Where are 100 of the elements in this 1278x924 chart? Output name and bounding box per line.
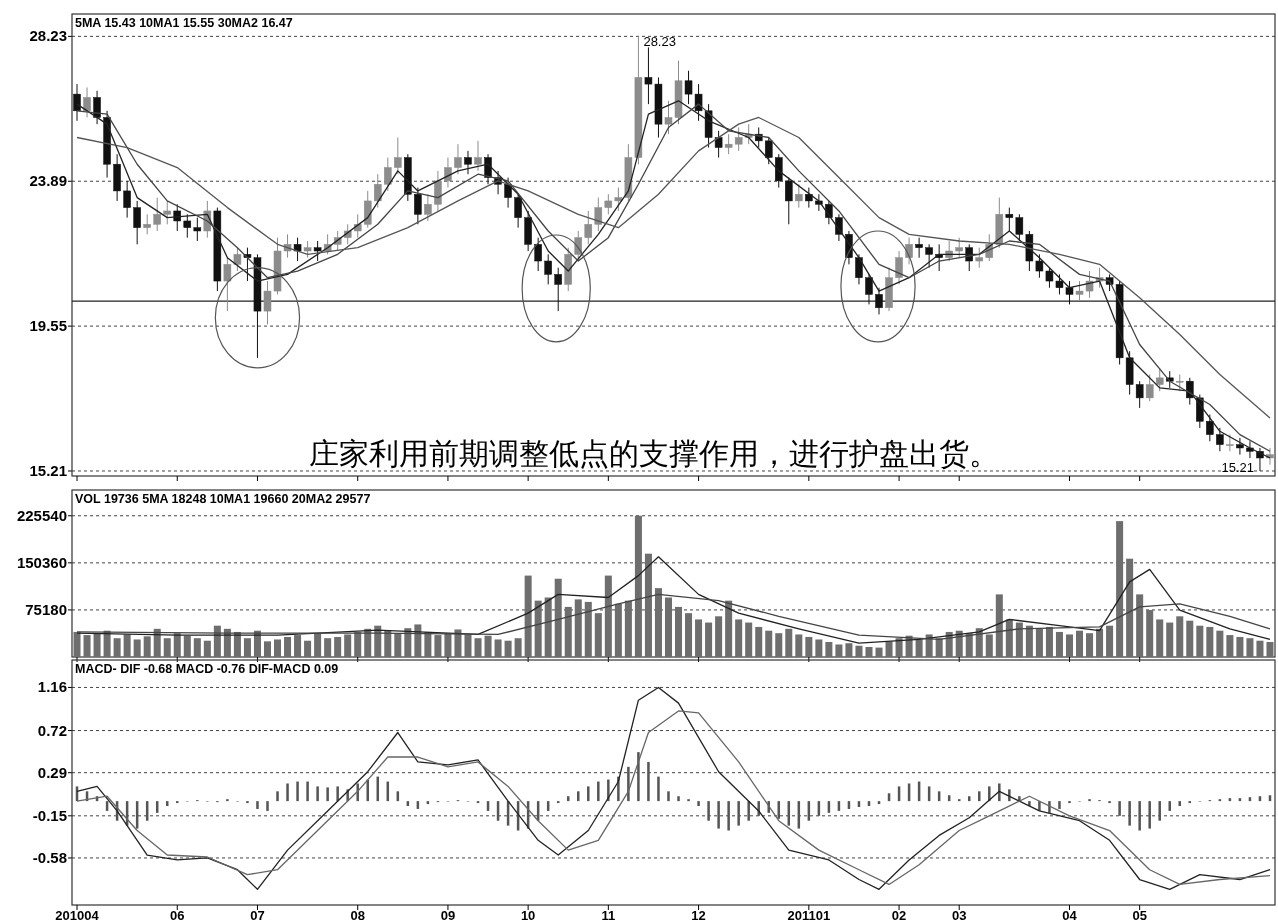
bar bbox=[1128, 801, 1131, 826]
bar bbox=[624, 600, 632, 657]
candlestick bbox=[1135, 380, 1144, 409]
candlestick bbox=[724, 133, 733, 155]
candlestick bbox=[394, 137, 402, 175]
y-tick-label: 0.72 bbox=[37, 721, 67, 739]
bar bbox=[284, 636, 292, 657]
bar bbox=[444, 633, 452, 657]
candlestick bbox=[183, 213, 192, 239]
bar bbox=[564, 606, 572, 657]
bar bbox=[577, 791, 580, 802]
candlestick bbox=[514, 193, 522, 229]
candlestick bbox=[865, 273, 873, 305]
annotation: 庄家利用前期调整低点的支撑作用，进行护盘出货。 bbox=[308, 437, 999, 470]
candlestick bbox=[785, 177, 793, 225]
bar bbox=[1216, 630, 1224, 657]
bar bbox=[1025, 625, 1033, 657]
bar bbox=[163, 638, 171, 657]
x-tick-label: 07 bbox=[250, 908, 265, 923]
bar bbox=[274, 639, 282, 657]
candlestick bbox=[374, 173, 382, 209]
candlestick bbox=[1236, 437, 1244, 456]
bar bbox=[266, 801, 269, 811]
bar bbox=[775, 633, 783, 657]
bar bbox=[637, 752, 640, 802]
candlestick bbox=[905, 237, 913, 265]
bar bbox=[203, 640, 211, 657]
bar bbox=[1206, 626, 1214, 657]
bar bbox=[825, 641, 833, 657]
candlestick bbox=[173, 203, 182, 232]
candlestick bbox=[534, 237, 542, 272]
bar bbox=[985, 634, 993, 657]
bar bbox=[306, 781, 309, 802]
bar bbox=[725, 600, 733, 657]
candlestick bbox=[1246, 440, 1254, 459]
candlestick bbox=[795, 183, 803, 209]
bar bbox=[1035, 628, 1043, 657]
y-tick-label: 150360 bbox=[16, 553, 67, 571]
candlestick bbox=[584, 210, 593, 245]
candlestick bbox=[1256, 447, 1264, 472]
bar bbox=[544, 597, 552, 657]
bar bbox=[364, 628, 372, 657]
bar bbox=[717, 801, 720, 829]
bar bbox=[785, 628, 793, 657]
bar bbox=[647, 761, 650, 802]
bar bbox=[514, 638, 522, 657]
bar bbox=[1138, 801, 1141, 831]
bar bbox=[374, 625, 382, 657]
bar bbox=[1065, 634, 1073, 657]
bar bbox=[677, 796, 680, 802]
bar bbox=[1086, 633, 1094, 657]
bar bbox=[765, 630, 773, 657]
candlestick bbox=[775, 153, 783, 189]
bar bbox=[296, 781, 299, 802]
candlestick bbox=[293, 237, 302, 262]
candlestick bbox=[1005, 207, 1014, 232]
bar bbox=[1236, 636, 1244, 657]
bar bbox=[1106, 625, 1114, 657]
bar bbox=[745, 622, 753, 657]
bar bbox=[1136, 594, 1144, 657]
y-tick-label: 15.21 bbox=[29, 461, 67, 479]
bar bbox=[1005, 619, 1013, 657]
bar bbox=[707, 801, 710, 821]
bar bbox=[414, 624, 422, 657]
bar bbox=[875, 647, 883, 657]
bar bbox=[286, 783, 289, 802]
candlestick bbox=[875, 287, 883, 315]
bar bbox=[755, 626, 763, 657]
bar bbox=[434, 635, 442, 657]
line-series bbox=[76, 556, 1271, 644]
bar bbox=[173, 633, 181, 657]
candlestick bbox=[925, 243, 933, 269]
candlestick bbox=[163, 200, 171, 225]
candlestick bbox=[955, 237, 963, 259]
y-tick-label: -0.58 bbox=[32, 848, 67, 866]
candlestick bbox=[554, 267, 562, 312]
bar bbox=[1226, 635, 1234, 657]
bar bbox=[815, 639, 823, 657]
bar bbox=[356, 783, 359, 802]
bar bbox=[1055, 631, 1063, 657]
candlestick bbox=[1216, 427, 1224, 452]
candlestick bbox=[464, 150, 472, 175]
bar bbox=[123, 634, 131, 657]
bar bbox=[113, 638, 121, 657]
bar bbox=[998, 783, 1001, 802]
bar bbox=[935, 638, 943, 657]
bar bbox=[1176, 616, 1184, 657]
bar bbox=[474, 638, 482, 657]
bar bbox=[354, 631, 362, 657]
bar bbox=[93, 633, 101, 657]
bar bbox=[1156, 619, 1164, 657]
bar bbox=[657, 776, 660, 802]
bar bbox=[614, 603, 622, 657]
candlestick bbox=[384, 157, 392, 192]
bar bbox=[504, 640, 512, 657]
bar bbox=[664, 597, 672, 657]
bar bbox=[845, 643, 853, 657]
bar bbox=[1158, 801, 1161, 821]
candlestick bbox=[614, 187, 623, 212]
x-tick-label: 10 bbox=[520, 908, 536, 923]
